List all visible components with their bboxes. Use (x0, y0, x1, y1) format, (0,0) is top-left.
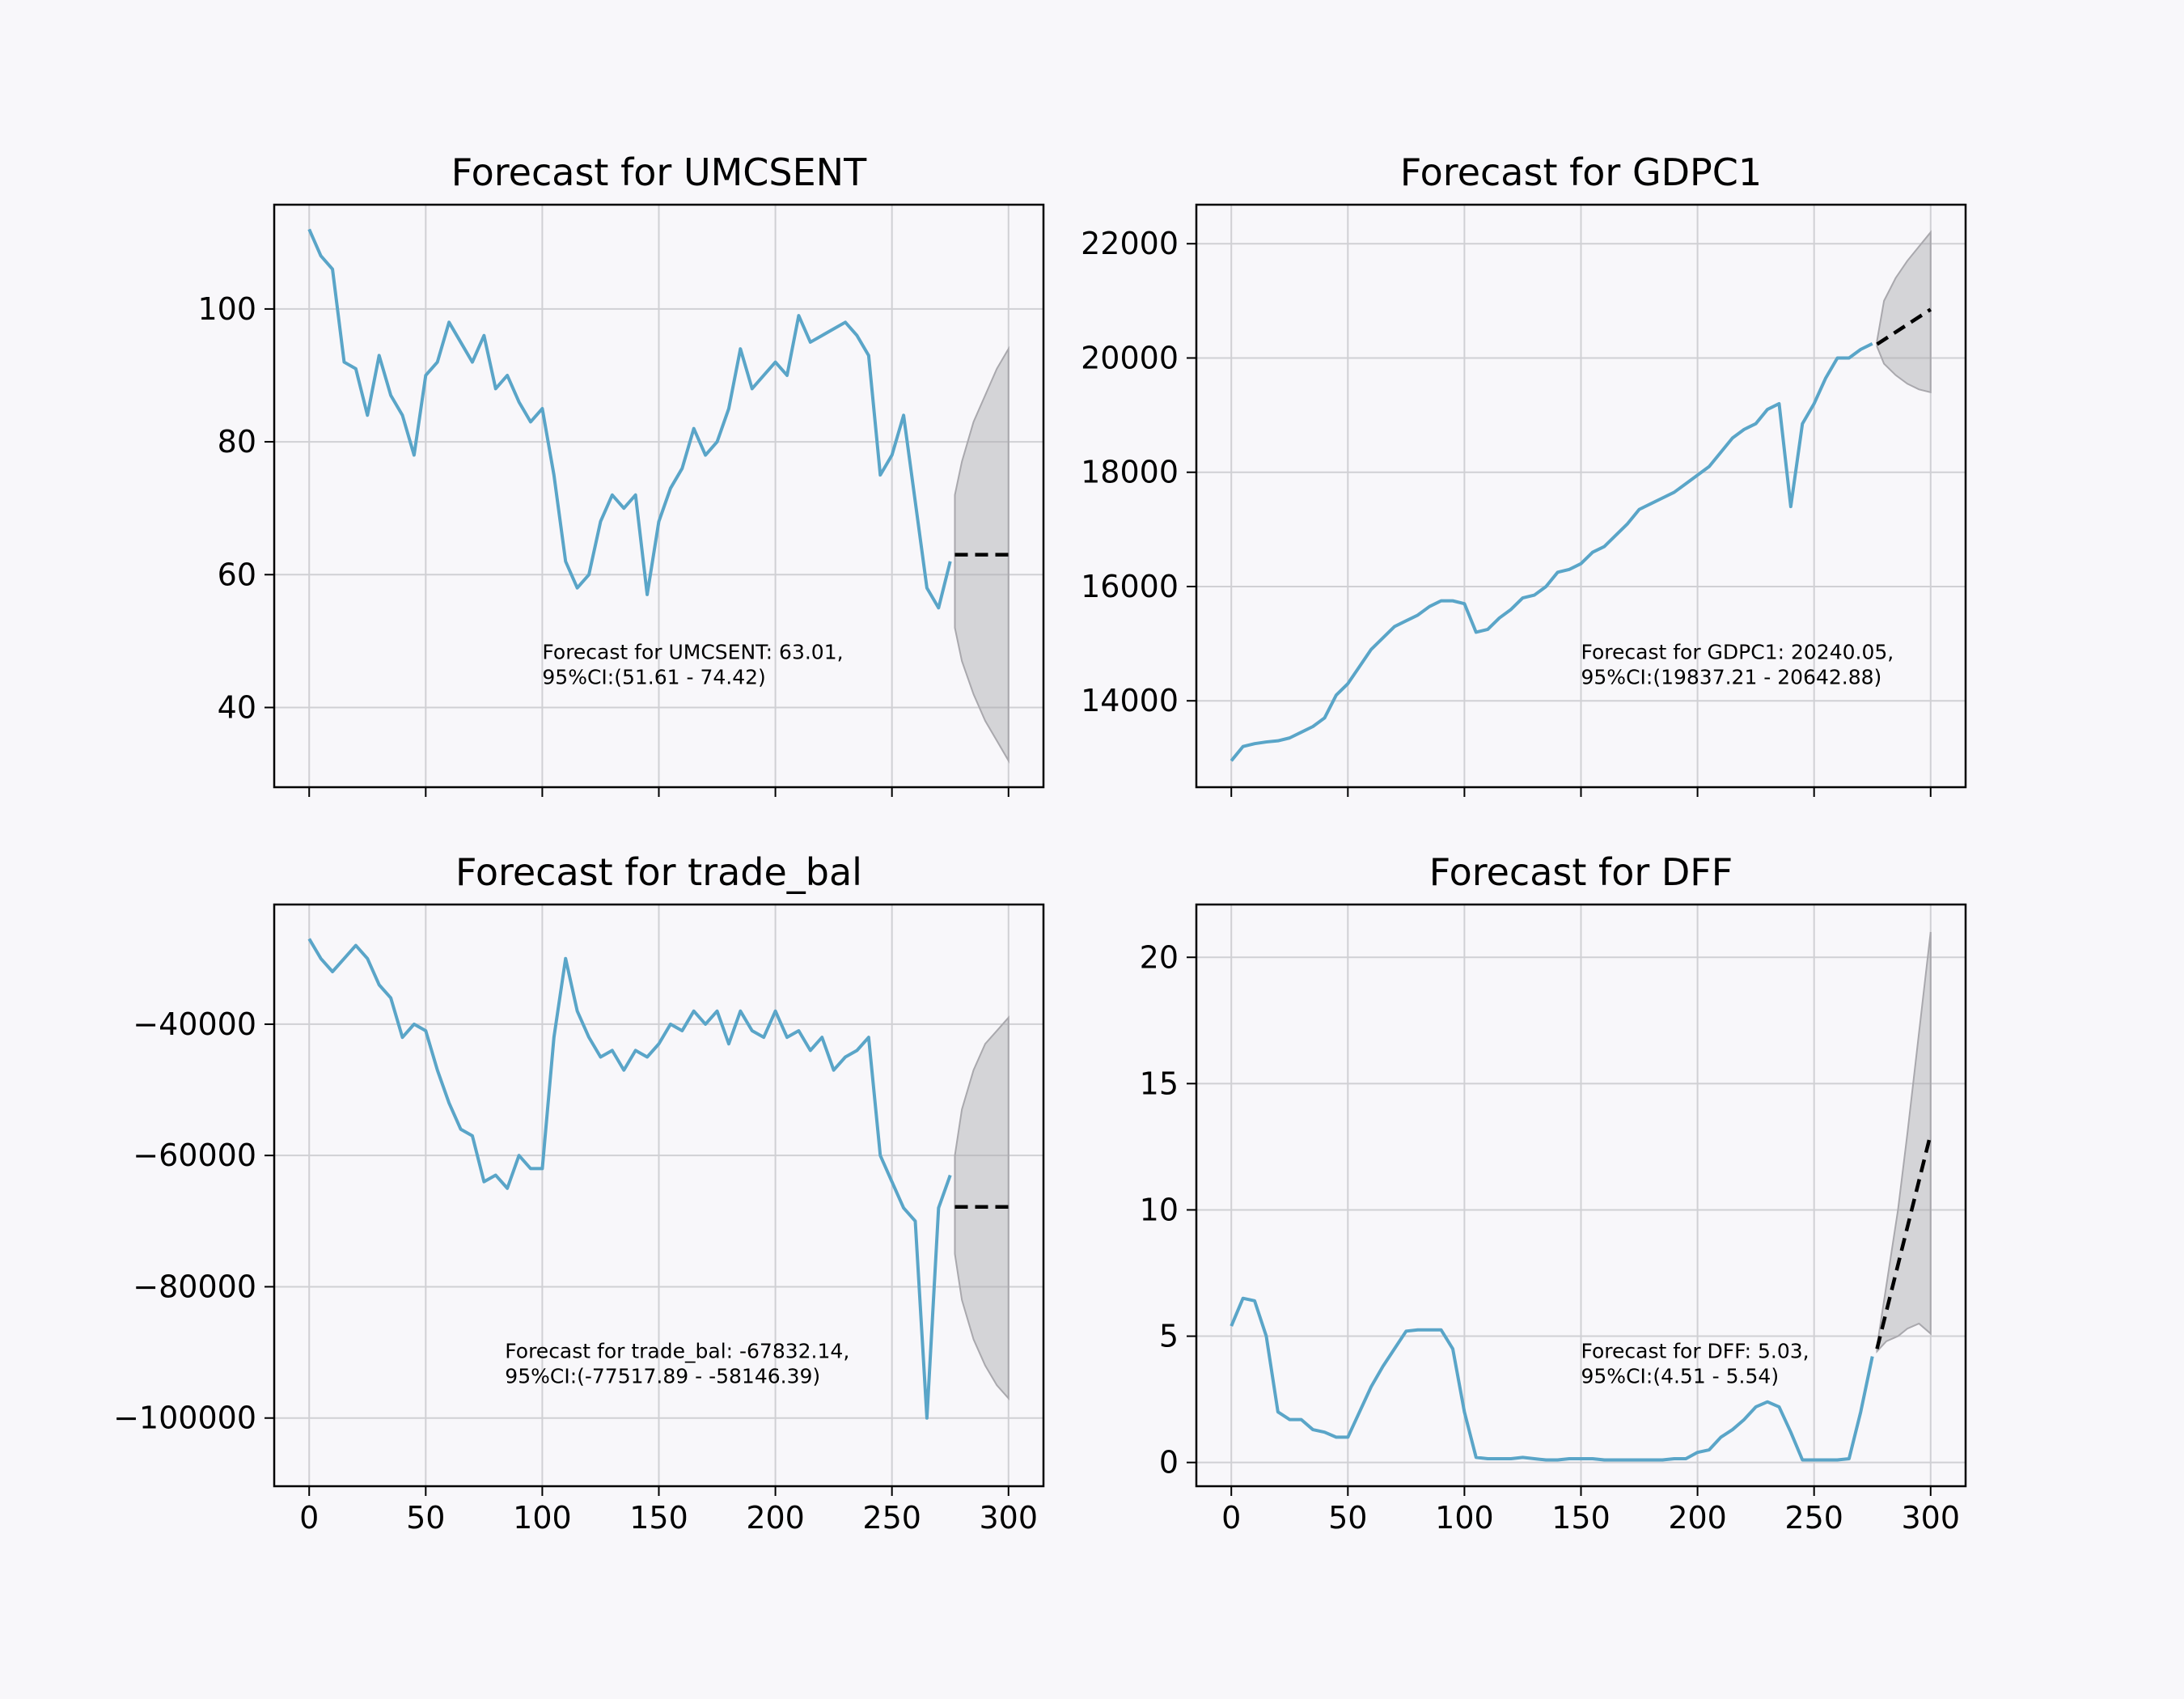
confidence-band (1876, 230, 1932, 394)
y-tick-label: −40000 (133, 1006, 256, 1042)
y-tick-label: 5 (1159, 1319, 1179, 1354)
subplot: 0 50 100 150 200 250 300 −100000 −80000 −60000 −40… (113, 850, 1045, 1536)
x-tick-label: 200 (1668, 1500, 1727, 1536)
y-tick-label: 60 (218, 557, 256, 592)
y-tick-label: 18000 (1081, 455, 1179, 490)
axes-frame (273, 203, 1045, 789)
subplot-title: Forecast for GDPC1 (1400, 150, 1762, 194)
subplot: 14000 16000 18000 20000 22000 Forecast for GD… (1081, 150, 1967, 797)
subplot: 0 50 100 150 200 250 300 0 5 10 15 20 Forecast for D… (1140, 850, 1967, 1536)
forecast-annotation: 95%CI:(19837.21 - 20642.88) (1581, 665, 1882, 688)
y-tick-label: 14000 (1081, 683, 1179, 718)
forecast-annotation: Forecast for trade_bal: -67832.14, (505, 1340, 849, 1363)
subplot-title: Forecast for UMCSENT (451, 150, 867, 194)
x-tick-label: 150 (629, 1500, 688, 1536)
forecast-annotation: Forecast for DFF: 5.03, (1581, 1340, 1809, 1363)
x-tick-label: 50 (1328, 1500, 1367, 1536)
y-tick-label: 80 (218, 424, 256, 460)
y-tick-label: −80000 (133, 1269, 256, 1304)
y-tick-label: 10 (1140, 1192, 1179, 1227)
subplot: 40 60 80 100 Forecast for UMCSENT Forecast fo… (197, 150, 1045, 797)
y-tick-label: 0 (1159, 1445, 1179, 1481)
x-tick-label: 250 (1784, 1500, 1843, 1536)
y-tick-label: 20000 (1081, 340, 1179, 375)
subplot-title: Forecast for trade_bal (455, 850, 862, 894)
y-tick-label: 16000 (1081, 569, 1179, 604)
y-tick-label: 22000 (1081, 226, 1179, 261)
forecast-annotation: Forecast for UMCSENT: 63.01, (542, 640, 843, 663)
history-line (307, 938, 952, 1420)
forecast-annotation: 95%CI:(4.51 - 5.54) (1581, 1365, 1780, 1388)
y-tick-label: −60000 (133, 1138, 256, 1173)
x-tick-label: 300 (980, 1500, 1039, 1536)
confidence-band (1876, 931, 1932, 1354)
y-tick-label: −100000 (113, 1400, 256, 1436)
y-tick-label: 15 (1140, 1066, 1179, 1101)
x-tick-label: 250 (862, 1500, 921, 1536)
subplot-title: Forecast for DFF (1429, 850, 1733, 894)
axes-frame (1195, 203, 1967, 789)
axes-frame (1195, 903, 1967, 1488)
x-tick-label: 0 (299, 1500, 319, 1536)
x-tick-label: 100 (1435, 1500, 1494, 1536)
history-line (307, 228, 952, 610)
y-tick-label: 20 (1140, 939, 1179, 975)
forecast-annotation: 95%CI:(-77517.89 - -58146.39) (505, 1365, 820, 1388)
x-tick-label: 150 (1551, 1500, 1610, 1536)
x-tick-label: 50 (406, 1500, 445, 1536)
x-tick-label: 100 (513, 1500, 572, 1536)
x-tick-label: 200 (746, 1500, 805, 1536)
history-line (1230, 1296, 1874, 1462)
forecast-annotation: 95%CI:(51.61 - 74.42) (542, 665, 765, 688)
axes-frame (273, 903, 1045, 1488)
history-line (1230, 342, 1873, 762)
forecast-annotation: Forecast for GDPC1: 20240.05, (1581, 640, 1894, 663)
forecast-line (1876, 307, 1932, 346)
forecast-line (1875, 1133, 1932, 1349)
y-tick-label: 40 (218, 689, 256, 725)
x-tick-label: 0 (1221, 1500, 1241, 1536)
x-tick-label: 300 (1902, 1500, 1961, 1536)
y-tick-label: 100 (197, 291, 256, 327)
